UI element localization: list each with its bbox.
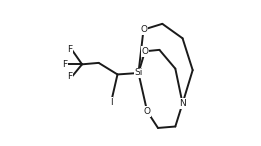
Text: O: O	[141, 47, 149, 56]
Text: Si: Si	[134, 68, 143, 78]
Text: F: F	[67, 72, 72, 81]
Text: O: O	[140, 25, 147, 34]
Text: O: O	[144, 107, 151, 116]
Text: N: N	[179, 99, 186, 108]
Text: F: F	[67, 45, 72, 54]
Text: I: I	[110, 98, 112, 107]
Text: F: F	[62, 60, 67, 69]
